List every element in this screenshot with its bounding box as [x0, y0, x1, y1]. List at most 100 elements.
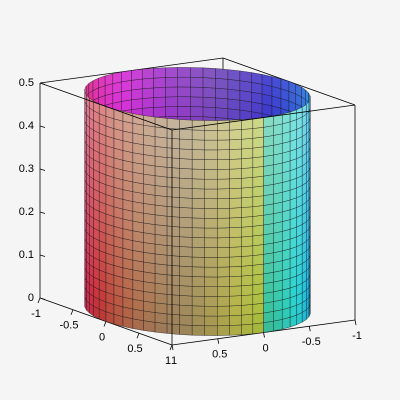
surface-facet [215, 78, 229, 90]
surface-facet [263, 242, 274, 255]
surface-facet [191, 305, 205, 317]
surface-facet [154, 224, 168, 236]
surface-facet [179, 217, 193, 228]
surface-facet [229, 314, 242, 326]
surface-facet [204, 247, 218, 258]
surface-facet [191, 217, 205, 229]
x-tick [136, 333, 140, 339]
surface-facet [217, 256, 230, 268]
surface-facet [143, 193, 156, 206]
surface-facet [252, 146, 264, 158]
surface-facet [131, 69, 143, 81]
surface-facet [241, 216, 253, 228]
z-tick-label: 0.5 [19, 77, 34, 89]
surface-facet [143, 124, 156, 137]
surface-facet [191, 159, 205, 170]
surface-facet [121, 80, 132, 92]
x-tick-label: -0.5 [60, 320, 79, 332]
surface-facet [273, 192, 283, 205]
surface-facet [241, 187, 253, 199]
surface-facet [217, 276, 230, 287]
surface-facet [229, 168, 242, 180]
surface-facet [229, 236, 242, 248]
surface-facet [179, 304, 193, 316]
surface-facet [153, 87, 166, 98]
surface-facet [261, 74, 273, 87]
surface-facet [143, 183, 156, 196]
surface-facet [154, 175, 168, 187]
surface-facet [217, 208, 230, 219]
surface-facet [143, 291, 156, 304]
surface-facet [179, 295, 193, 306]
surface-facet [263, 135, 274, 148]
surface-facet [154, 195, 168, 207]
surface-facet [239, 80, 252, 93]
z-tick [39, 297, 46, 300]
surface-facet [191, 168, 205, 180]
surface-facet [166, 186, 180, 198]
surface-facet [131, 78, 143, 91]
surface-facet [229, 207, 242, 219]
surface-facet [154, 273, 168, 285]
surface-facet [179, 177, 193, 189]
surface-facet [229, 324, 242, 336]
surface-facet [191, 198, 205, 209]
surface-facet [239, 70, 252, 83]
surface-facet [154, 126, 168, 139]
surface-facet [217, 217, 230, 229]
surface-facet [263, 145, 274, 157]
surface-facet [229, 275, 242, 287]
surface-facet [204, 257, 218, 268]
surface-facet [166, 255, 180, 267]
surface-facet [143, 173, 156, 186]
surface-facet [227, 79, 241, 91]
x-tick [70, 309, 74, 315]
surface-facet [177, 106, 191, 117]
surface-facet [190, 106, 204, 117]
surface-facet [241, 235, 253, 247]
surface-facet [143, 164, 156, 176]
surface-facet [252, 166, 264, 178]
surface-facet [229, 227, 242, 238]
surface-facet [239, 90, 252, 103]
z-tick-label: 0.4 [19, 120, 34, 132]
surface-facet [217, 159, 230, 170]
surface-facet [143, 310, 156, 323]
y-tick [217, 338, 220, 344]
surface-facet [166, 235, 180, 247]
surface-facet [154, 204, 168, 217]
surface-facet [227, 98, 241, 111]
surface-facet [204, 208, 218, 219]
surface-facet [166, 264, 180, 276]
surface-facet [191, 315, 205, 326]
surface-facet [273, 152, 283, 166]
x-tick [103, 321, 107, 327]
surface-facet [217, 120, 230, 131]
surface-facet [204, 276, 218, 287]
surface-facet [190, 77, 204, 88]
surface-facet [217, 129, 230, 141]
surface-facet [154, 185, 168, 197]
surface-facet [273, 123, 283, 136]
surface-facet [263, 125, 274, 138]
surface-facet [217, 169, 230, 180]
surface-facet [191, 325, 205, 336]
surface-facet [241, 284, 253, 296]
surface-facet [273, 172, 283, 185]
surface-facet [229, 305, 242, 316]
surface-facet [166, 147, 180, 159]
z-tick-label: 0.2 [19, 206, 34, 218]
box-edge [171, 104, 356, 131]
surface-facet [179, 138, 193, 150]
surface-facet [252, 234, 264, 246]
surface-facet [263, 281, 274, 294]
surface-facet [143, 242, 156, 255]
surface-facet [273, 162, 283, 175]
z-tick [39, 211, 46, 214]
surface-facet [190, 67, 204, 78]
y-tick-label: 1 [171, 355, 177, 367]
surface-facet [217, 227, 230, 239]
surface-facet [241, 147, 253, 159]
surface-facet [273, 231, 283, 244]
